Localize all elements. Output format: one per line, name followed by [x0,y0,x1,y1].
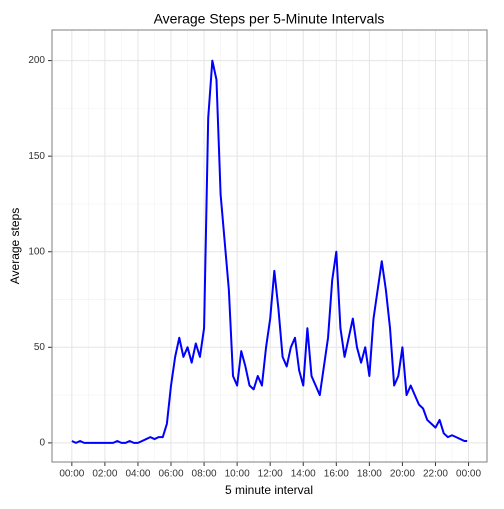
plot-border [51,29,488,463]
x-tick-label: 00:00 [456,469,481,480]
x-tick-label: 18:00 [357,469,382,480]
x-tick-label: 10:00 [225,469,250,480]
x-tick-label: 02:00 [92,469,117,480]
y-tick-label: 0 [39,438,45,449]
x-tick-label: 08:00 [192,469,217,480]
y-axis-label: Average steps [8,208,22,285]
x-tick-label: 14:00 [291,469,316,480]
x-tick-label: 06:00 [158,469,183,480]
y-tick-label: 150 [28,151,45,162]
x-tick-label: 22:00 [423,469,448,480]
y-tick-label: 100 [28,246,45,257]
y-tick-label: 200 [28,55,45,66]
x-tick-label: 00:00 [59,469,84,480]
y-tick-label: 50 [34,342,46,353]
x-tick-label: 12:00 [258,469,283,480]
data-line [71,59,468,444]
x-tick-label: 16:00 [324,469,349,480]
x-axis-label: 5 minute interval [225,483,313,497]
chart-title: Average Steps per 5-Minute Intervals [154,11,385,27]
x-tick-label: 20:00 [390,469,415,480]
x-tick-label: 04:00 [125,469,150,480]
